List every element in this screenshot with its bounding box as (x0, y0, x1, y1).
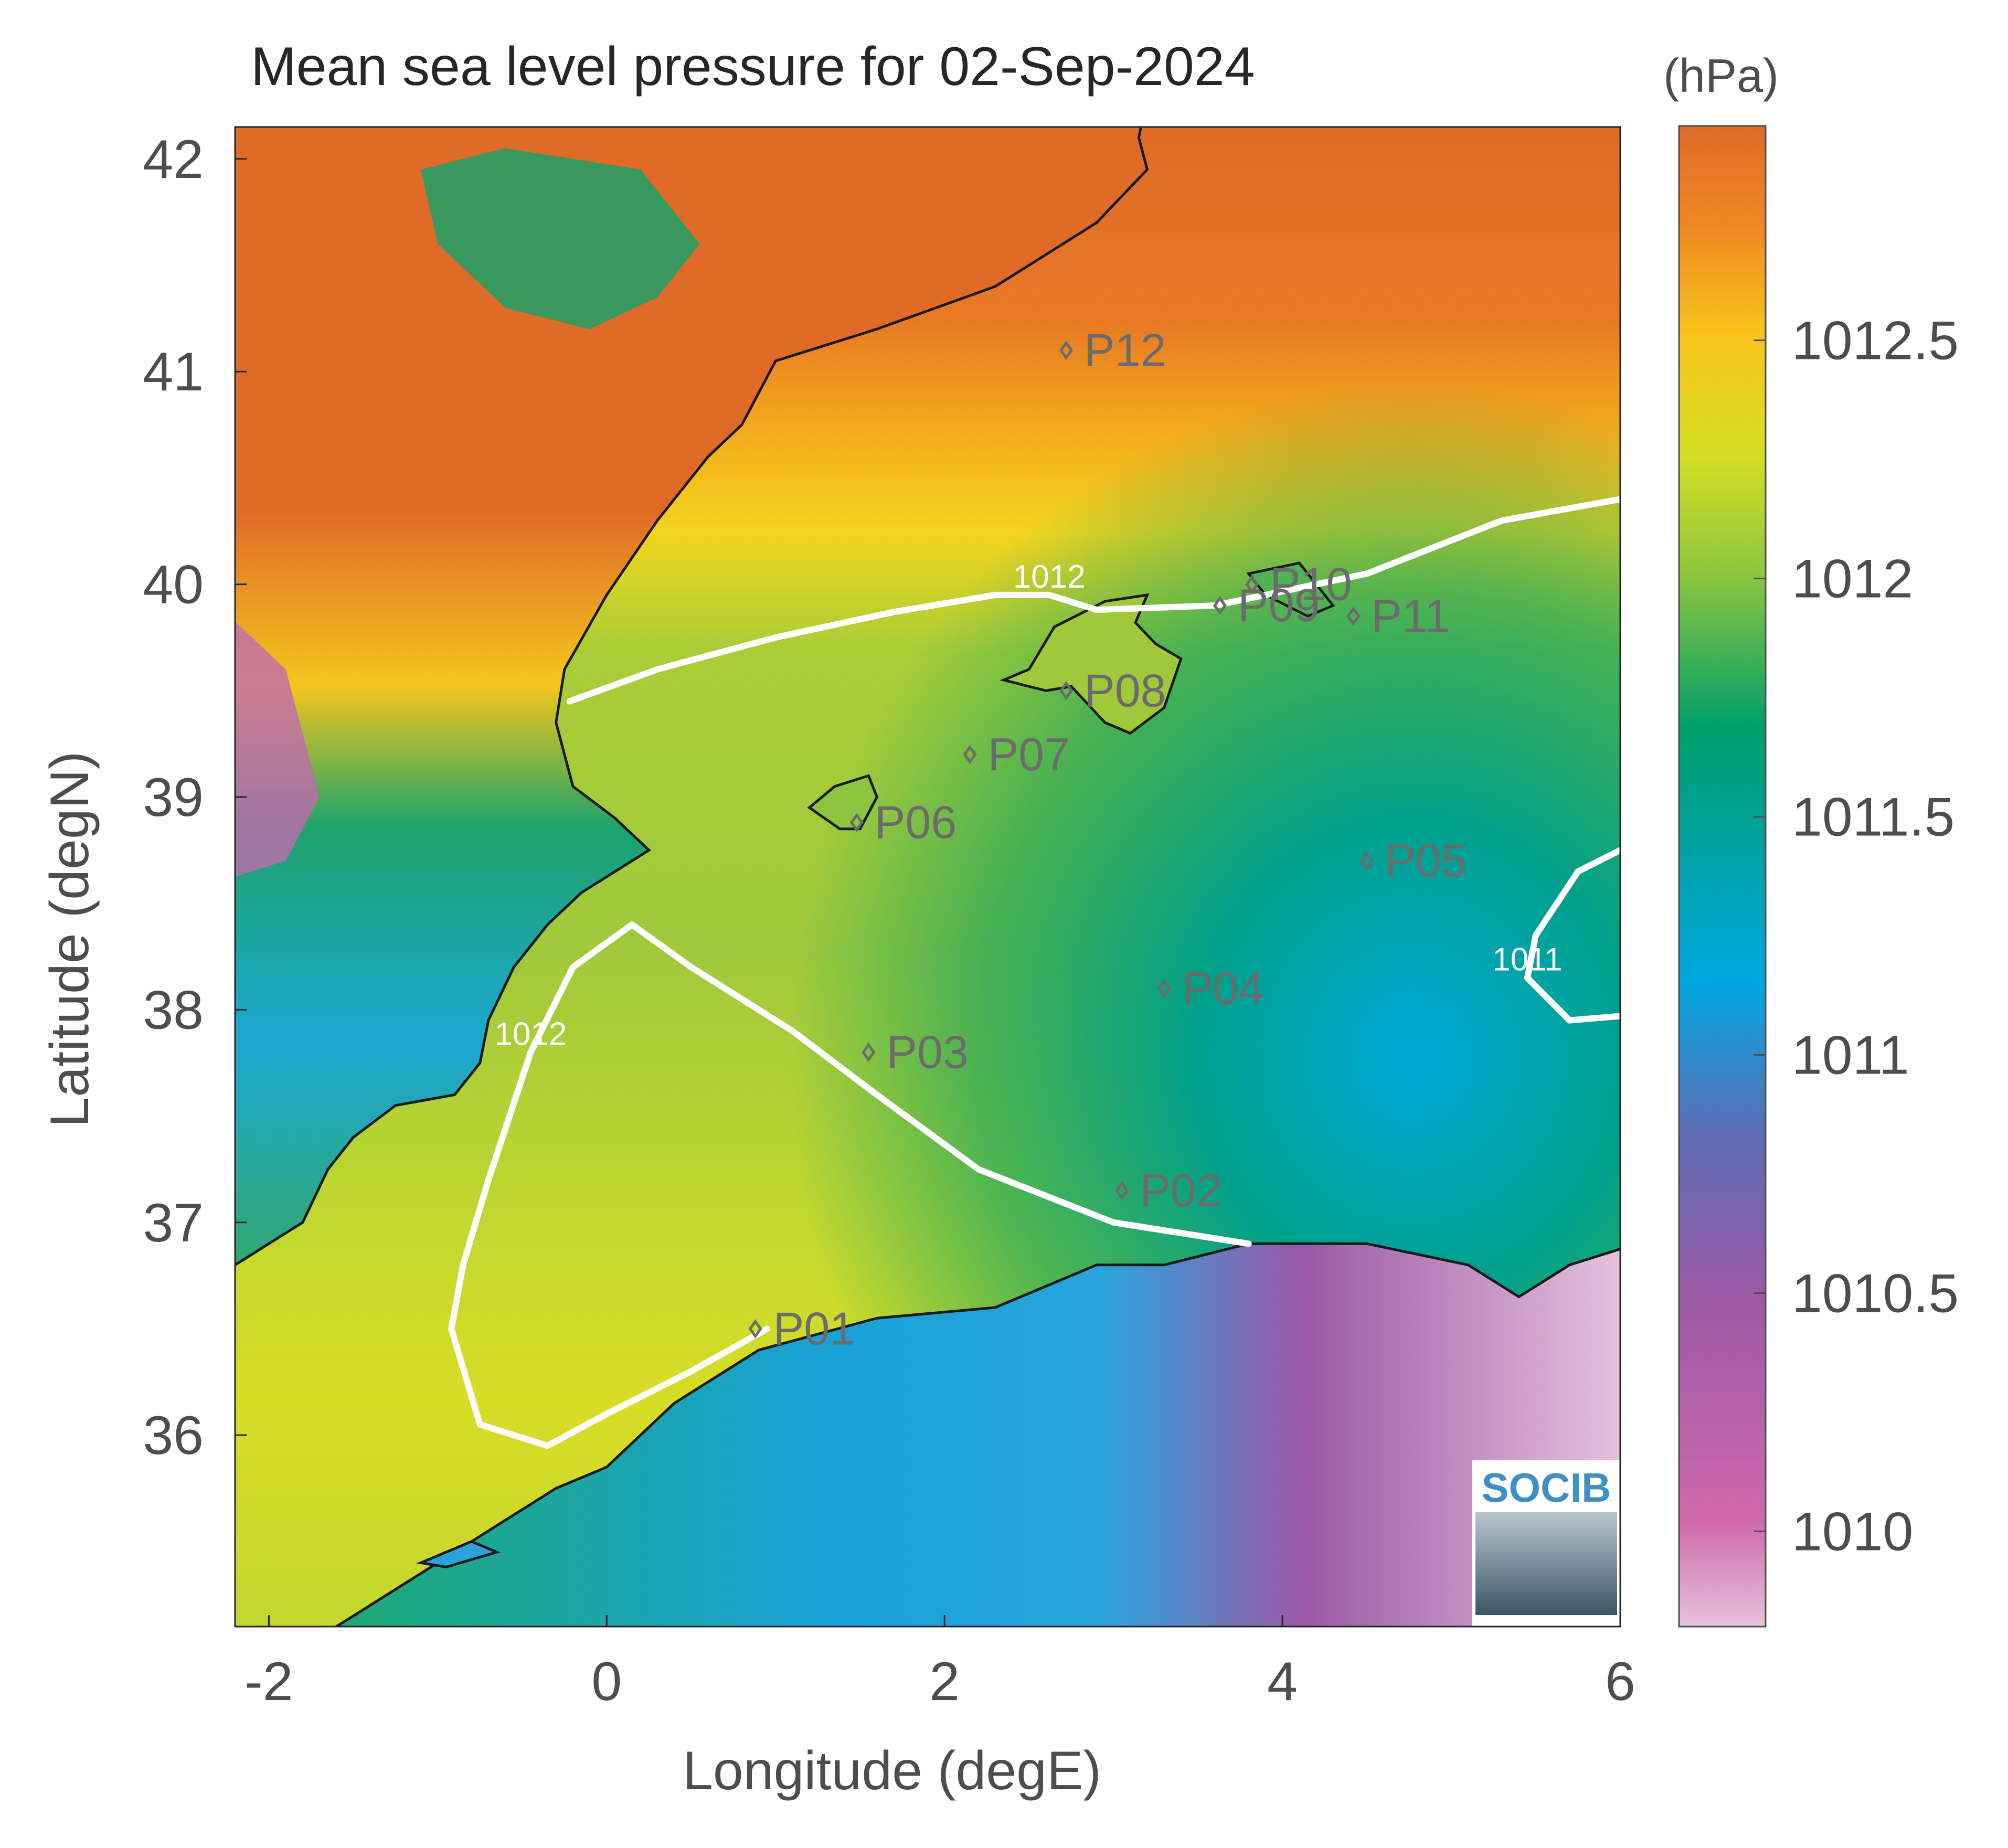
pressure-map: 1012 1012 1011 P01 P02 P03 P04 P05 P06 P07 P08 P09… (235, 127, 1620, 1627)
socib-logo: SOCIB (1472, 1460, 1620, 1627)
colorbar-gradient (1678, 125, 1767, 1628)
station-label: P02 (1140, 1164, 1222, 1216)
station-marker (1346, 607, 1361, 626)
station-marker (1157, 979, 1171, 999)
iberia-landmass (235, 127, 1149, 1267)
y-tick-label: 37 (143, 1193, 204, 1254)
x-axis: -2 0 2 4 6 (245, 1615, 1635, 1712)
x-tick-label: 6 (1605, 1651, 1635, 1712)
colorbar-tick-label: 1010 (1792, 1501, 1913, 1562)
colorbar-ticks: 1010 1010.5 1011 1011.5 1012 1012.5 (1754, 311, 1959, 1562)
alboran-island (416, 1540, 501, 1569)
station-label: P01 (773, 1302, 856, 1354)
colorbar-tick-label: 1010.5 (1792, 1263, 1959, 1324)
y-tick-label: 40 (143, 555, 204, 615)
station-label: P04 (1182, 962, 1265, 1014)
colorbar-tick-label: 1012 (1792, 549, 1913, 610)
x-axis-label: Longitude (degE) (683, 1740, 1101, 1801)
station-marker (1115, 1181, 1129, 1201)
y-tick-label: 42 (143, 129, 204, 190)
station-marker (963, 745, 977, 764)
station-label: P11 (1371, 590, 1450, 642)
isobar-contours: 1012 1012 1011 (448, 496, 1620, 1449)
station-label: P10 (1270, 558, 1352, 610)
west-low-pressure (235, 621, 320, 877)
station-label: P05 (1385, 835, 1467, 887)
y-tick-label: 39 (143, 767, 204, 828)
y-tick-label: 41 (143, 342, 204, 402)
colorbar: (hPa) 1010 1010.5 1011 1011.5 1012 1012.5 (1663, 50, 1959, 1628)
contour-line-1011 (1524, 847, 1620, 1024)
ibiza-island (807, 774, 879, 831)
x-tick-label: 2 (929, 1651, 960, 1712)
station-label: P08 (1084, 664, 1166, 716)
x-tick-label: 0 (591, 1651, 622, 1712)
contour-label: 1012 (1013, 559, 1086, 595)
colorbar-tick-label: 1012.5 (1792, 311, 1959, 371)
ebro-basin-lowland (421, 148, 700, 330)
mallorca-island (1000, 593, 1183, 735)
contour-label: 1012 (494, 1016, 567, 1052)
chart-title: Mean sea level pressure for 02-Sep-2024 (251, 36, 1255, 97)
station-label: P09 (1238, 579, 1320, 631)
station-marker (748, 1319, 762, 1339)
x-tick-label: -2 (245, 1651, 293, 1712)
contour-line-1012 (448, 921, 1252, 1449)
colorbar-tick-label: 1011 (1792, 1025, 1909, 1086)
station-marker (1359, 851, 1374, 870)
y-axis: 36 37 38 39 40 41 42 (143, 129, 247, 1466)
x-tick-label: 4 (1267, 1651, 1298, 1712)
y-axis-label: Latitude (degN) (39, 751, 100, 1128)
station-marker (1213, 596, 1227, 615)
station-marker (1245, 575, 1259, 594)
socib-logo-text: SOCIB (1481, 1464, 1611, 1511)
station-label: P12 (1084, 324, 1166, 376)
contour-label: 1011 (1492, 942, 1562, 978)
station-marker (1059, 341, 1074, 360)
y-tick-label: 38 (143, 980, 204, 1040)
station-label: P03 (886, 1026, 969, 1078)
map-frame (234, 126, 1621, 1628)
colorbar-unit-label: (hPa) (1663, 50, 1779, 102)
station-marker (862, 1043, 876, 1062)
station-label: P06 (875, 796, 957, 848)
y-tick-label: 36 (143, 1405, 204, 1466)
contour-line-1012 (566, 496, 1620, 705)
north-africa-landmass (334, 1242, 1620, 1627)
station-marker (849, 813, 864, 832)
station-label: P07 (987, 728, 1070, 780)
colorbar-tick-label: 1011.5 (1792, 787, 1954, 848)
station-marker (1059, 681, 1074, 700)
